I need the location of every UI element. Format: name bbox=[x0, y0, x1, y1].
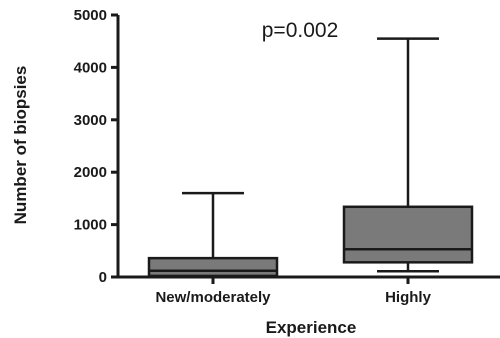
box-1 bbox=[147, 191, 279, 279]
y-tick-label: 4000 bbox=[74, 59, 107, 76]
y-tick-label: 2000 bbox=[74, 164, 107, 181]
box-2 bbox=[342, 37, 474, 273]
boxes bbox=[147, 37, 474, 279]
x-tick-label: New/moderately bbox=[155, 289, 271, 306]
x-axis-title: Experience bbox=[266, 318, 357, 337]
iqr-box bbox=[147, 256, 279, 278]
p-value-annotation: p=0.002 bbox=[262, 19, 339, 42]
x-tick-label: Highly bbox=[385, 289, 431, 306]
labels: 0 1000 2000 3000 4000 5000 New/moderately Highl… bbox=[74, 7, 432, 306]
y-axis-title: Number of biopsies bbox=[11, 66, 30, 225]
y-tick-label: 3000 bbox=[74, 112, 107, 129]
iqr-box bbox=[342, 205, 474, 264]
y-tick-label: 1000 bbox=[74, 217, 107, 234]
y-tick-label: 5000 bbox=[74, 7, 107, 24]
y-tick-label: 0 bbox=[99, 269, 107, 286]
